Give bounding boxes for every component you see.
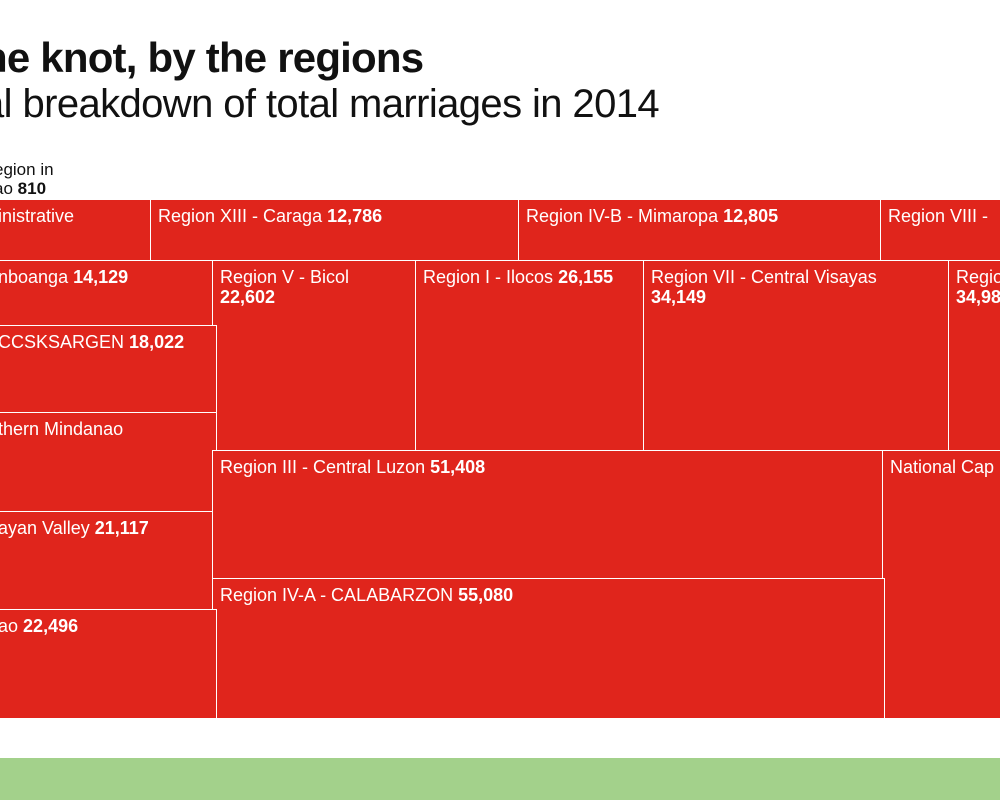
- treemap-tile-cagayan: ayan Valley 21,117: [0, 511, 213, 611]
- tile-region-name: CCSKSARGEN: [0, 332, 125, 352]
- small-region-value: 810: [17, 179, 47, 198]
- tile-region-name: Region XIII - Caraga: [158, 206, 323, 226]
- tile-region-name: Region VIII -: [888, 206, 989, 226]
- tile-region-name: ao: [0, 616, 19, 636]
- treemap-tile-cvisayas: Region VII - Central Visayas 34,149: [643, 260, 950, 451]
- tile-value: 26,155: [558, 267, 614, 287]
- tile-region-name: ayan Valley: [0, 518, 90, 538]
- tile-region-name: Region III - Central Luzon: [220, 457, 426, 477]
- tile-value: 34,98: [956, 287, 1000, 307]
- small-region-name-line2: ao: [0, 179, 13, 198]
- tile-value: 55,080: [458, 585, 514, 605]
- tile-region-name: thern Mindanao: [0, 419, 124, 439]
- treemap-tile-caraga: Region XIII - Caraga 12,786: [150, 199, 520, 261]
- treemap-tile-zamboanga: nboanga 14,129: [0, 260, 213, 326]
- treemap-tile-r6: Regio 34,98: [948, 260, 1000, 451]
- tile-region-name: National Cap: [890, 457, 995, 477]
- tile-region-name: Region I - Ilocos: [423, 267, 554, 287]
- tile-value: 21,117: [94, 518, 149, 538]
- tile-value: 34,149: [651, 287, 707, 307]
- tile-value: 22,496: [23, 616, 79, 636]
- treemap-tile-ilocos: Region I - Ilocos 26,155: [415, 260, 645, 451]
- treemap-tile-label: ayan Valley 21,117: [0, 518, 149, 538]
- treemap-tile-label: Region IV-B - Mimaropa 12,805: [526, 206, 778, 226]
- tile-region-name: Region IV-B - Mimaropa: [526, 206, 719, 226]
- treemap-tile-label: Region III - Central Luzon 51,408: [220, 457, 485, 477]
- treemap-tile-label: Regio 34,98: [956, 267, 1000, 307]
- treemap-tile-soccsk: CCSKSARGEN 18,022: [0, 325, 217, 414]
- small-region-label: egion in ao 810: [0, 160, 54, 198]
- tile-region-name: Region IV-A - CALABARZON: [220, 585, 454, 605]
- treemap-tile-nmindanao: thern Mindanao: [0, 412, 217, 513]
- treemap-tile-label: inistrative: [0, 206, 74, 226]
- treemap-tile-label: Region V - Bicol 22,602: [220, 267, 349, 307]
- tile-value: 12,786: [327, 206, 383, 226]
- tile-region-name: inistrative: [0, 206, 75, 226]
- treemap-tile-label: ao 22,496: [0, 616, 78, 636]
- treemap-tile-label: National Cap: [890, 457, 994, 477]
- treemap-tile-mimaropa: Region IV-B - Mimaropa 12,805: [518, 199, 882, 261]
- treemap-tile-label: Region I - Ilocos 26,155: [423, 267, 613, 287]
- tile-value: 51,408: [430, 457, 486, 477]
- treemap-tile-label: Region IV-A - CALABARZON 55,080: [220, 585, 513, 605]
- treemap-tile-label: CCSKSARGEN 18,022: [0, 332, 184, 352]
- tile-value: 18,022: [129, 332, 185, 352]
- tile-value: 14,129: [73, 267, 129, 287]
- treemap-tile-admin: inistrative: [0, 199, 151, 261]
- treemap-tile-label: Region XIII - Caraga 12,786: [158, 206, 382, 226]
- chart-title: he knot, by the regions: [0, 34, 424, 81]
- treemap-tile-label: Region VIII -: [888, 206, 988, 226]
- footer-band: [0, 758, 1000, 800]
- chart-subtitle: al breakdown of total marriages in 2014: [0, 82, 660, 126]
- tile-region-name: Region VII - Central Visayas: [651, 267, 877, 287]
- treemap-tile-calabarzon: Region IV-A - CALABARZON 55,080: [212, 578, 885, 719]
- treemap-tile-label: nboanga 14,129: [0, 267, 128, 287]
- small-region-name-line1: egion in: [0, 160, 54, 179]
- tile-region-name: Regio: [956, 267, 1000, 287]
- treemap-tile-davao: ao 22,496: [0, 609, 217, 719]
- treemap-tile-label: Region VII - Central Visayas 34,149: [651, 267, 877, 307]
- treemap-tile-cluzon: Region III - Central Luzon 51,408: [212, 450, 885, 580]
- tile-value: 12,805: [723, 206, 779, 226]
- treemap-tile-bicol: Region V - Bicol 22,602: [212, 260, 417, 451]
- tile-value: 22,602: [220, 287, 276, 307]
- tile-region-name: nboanga: [0, 267, 69, 287]
- tile-region-name: Region V - Bicol: [220, 267, 350, 287]
- treemap-tile-r8: Region VIII -: [880, 199, 1000, 261]
- treemap-tile-ncr: National Cap: [882, 450, 1000, 719]
- treemap-tile-label: thern Mindanao: [0, 419, 123, 439]
